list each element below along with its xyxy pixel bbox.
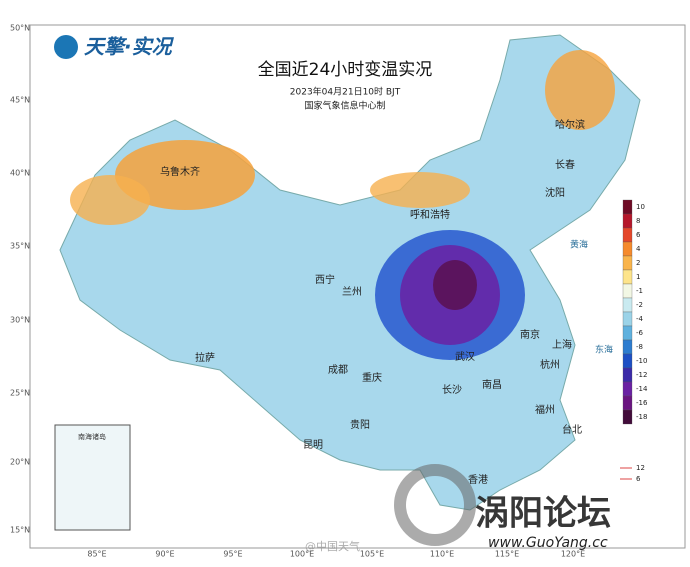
city-label: 乌鲁木齐 xyxy=(160,165,200,178)
legend-swatch xyxy=(622,199,633,215)
legend-swatch xyxy=(622,395,633,411)
cold-area xyxy=(433,260,477,310)
city-label: 哈尔滨 xyxy=(555,118,585,131)
legend-label: 4 xyxy=(636,245,641,253)
latitude-label: 30°N xyxy=(10,316,30,325)
legend-swatch xyxy=(622,409,633,425)
logo-icon xyxy=(54,35,78,59)
legend-label: -1 xyxy=(636,287,643,295)
warm-area xyxy=(115,140,255,210)
city-label: 长沙 xyxy=(442,384,462,396)
warm-area xyxy=(545,50,615,130)
scale-label: 12 xyxy=(636,464,645,472)
issuer: 国家气象信息中心制 xyxy=(304,100,385,112)
legend-label: -18 xyxy=(636,413,647,421)
legend-swatch xyxy=(622,213,633,229)
city-label: 兰州 xyxy=(342,285,362,298)
city-label: 呼和浩特 xyxy=(410,209,450,221)
legend-label: 2 xyxy=(636,259,640,267)
legend-swatch xyxy=(622,339,633,355)
longitude-label: 90°E xyxy=(155,550,174,559)
longitude-label: 95°E xyxy=(223,550,242,559)
legend-label: 10 xyxy=(636,203,645,211)
legend-label: -10 xyxy=(636,357,647,365)
city-label: 西宁 xyxy=(315,273,335,286)
legend-label: 8 xyxy=(636,217,640,225)
legend-swatch xyxy=(622,255,633,271)
latitude-label: 35°N xyxy=(10,242,30,251)
city-label: 成都 xyxy=(328,364,348,376)
legend-label: 6 xyxy=(636,231,641,239)
city-label: 贵阳 xyxy=(350,418,370,431)
legend-swatch xyxy=(622,311,633,327)
latitude-label: 45°N xyxy=(10,96,30,105)
logo-text: 天擎·实况 xyxy=(84,35,175,59)
city-label: 昆明 xyxy=(303,439,323,451)
latitude-label: 25°N xyxy=(10,389,30,398)
longitude-label: 105°E xyxy=(360,550,384,559)
warm-area xyxy=(70,175,150,225)
city-label: 沈阳 xyxy=(545,186,565,199)
weibo-watermark: @中国天气 xyxy=(305,539,360,553)
city-label: 上海 xyxy=(552,338,572,351)
city-label: 长春 xyxy=(555,159,575,171)
city-label: 杭州 xyxy=(540,358,560,371)
sea-label: 黄海 xyxy=(570,239,588,251)
forum-logo xyxy=(394,464,476,546)
south-sea-inset xyxy=(54,424,131,531)
city-label: 武汉 xyxy=(455,350,475,363)
city-label: 南京 xyxy=(520,328,540,341)
legend-swatch xyxy=(622,381,633,397)
legend-label: -16 xyxy=(636,399,648,407)
inset-title: 南海诸岛 xyxy=(78,432,106,441)
longitude-label: 110°E xyxy=(430,550,454,559)
legend-label: 1 xyxy=(636,273,640,281)
legend-swatch xyxy=(622,269,633,285)
latitude-label: 40°N xyxy=(10,169,30,178)
legend-swatch xyxy=(622,241,633,257)
sea-label: 东海 xyxy=(595,344,613,356)
legend-label: -12 xyxy=(636,371,647,379)
legend-label: -2 xyxy=(636,301,643,309)
longitude-label: 120°E xyxy=(561,550,585,559)
legend-swatch xyxy=(622,297,633,313)
legend-swatch xyxy=(622,283,633,299)
legend-swatch xyxy=(622,367,633,383)
city-label: 福州 xyxy=(535,403,555,416)
latitude-label: 15°N xyxy=(10,526,30,535)
latitude-label: 20°N xyxy=(10,458,30,467)
forum-watermark: 涡阳论坛 xyxy=(475,494,611,534)
city-label: 香港 xyxy=(468,474,488,486)
legend-swatch xyxy=(622,353,633,369)
city-label: 南昌 xyxy=(482,378,502,391)
latitude-label: 50°N xyxy=(10,24,30,33)
longitude-label: 115°E xyxy=(495,550,519,559)
url-watermark: www.GuoYang.cc xyxy=(488,535,608,551)
warm-area xyxy=(370,172,470,208)
legend-label: -14 xyxy=(636,385,648,393)
legend-label: -8 xyxy=(636,343,643,351)
title: 全国近24小时变温实况 xyxy=(258,60,433,80)
legend-label: -4 xyxy=(636,315,644,323)
city-label: 拉萨 xyxy=(195,351,215,364)
legend-swatch xyxy=(622,325,633,341)
legend-label: -6 xyxy=(636,329,644,337)
scale-label: 6 xyxy=(636,475,641,483)
city-label: 台北 xyxy=(562,423,582,436)
city-label: 重庆 xyxy=(362,371,382,384)
longitude-label: 85°E xyxy=(87,550,106,559)
longitude-label: 100°E xyxy=(290,550,314,559)
datetime: 2023年04月21日10时 BJT xyxy=(290,86,401,98)
legend-swatch xyxy=(622,227,633,243)
